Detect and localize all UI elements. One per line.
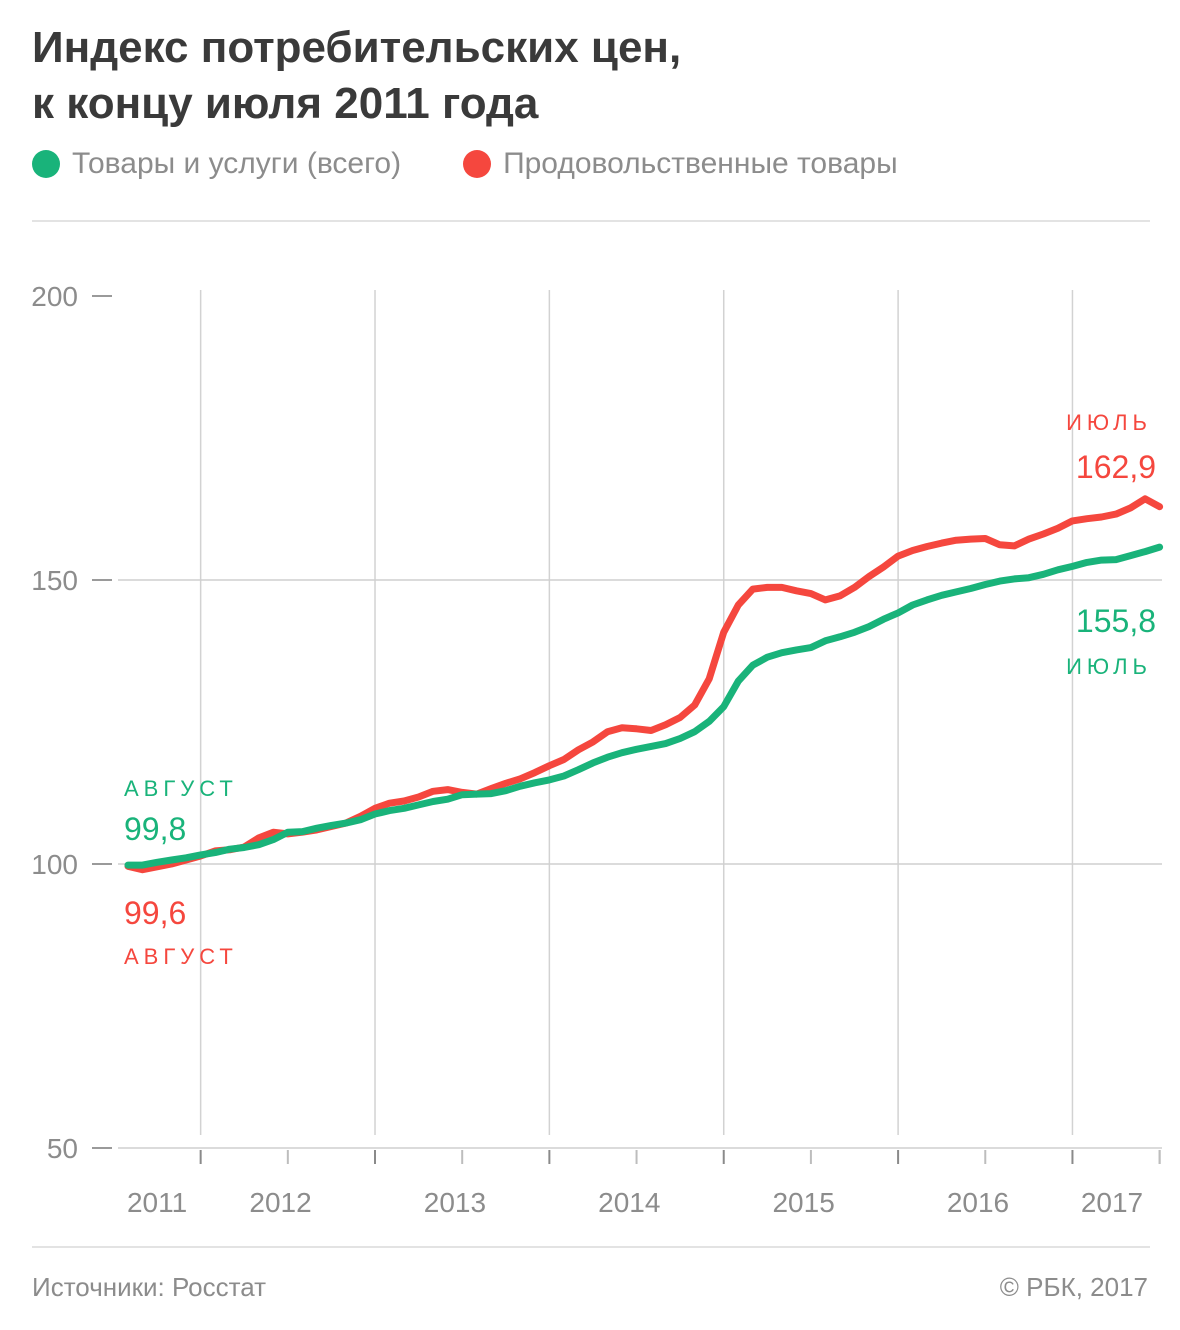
y-tick-label-200: 200 bbox=[31, 281, 78, 312]
top-divider bbox=[32, 220, 1150, 222]
series-line-food bbox=[124, 495, 1164, 874]
legend-item-total: Товары и услуги (всего) bbox=[32, 147, 401, 181]
legend-label-food: Продовольственные товары bbox=[503, 147, 898, 180]
annotation-total-start-value: 99,8 bbox=[124, 811, 186, 847]
annotation-food-start-value: 99,6 bbox=[124, 895, 186, 931]
legend-label-total: Товары и услуги (всего) bbox=[72, 147, 402, 180]
x-tick-label-2014: 2014 bbox=[598, 1187, 660, 1218]
y-tick-label-100: 100 bbox=[31, 849, 78, 880]
copyright: © РБК, 2017 bbox=[999, 1272, 1148, 1302]
annotation-food-end-month: ИЮЛЬ bbox=[1066, 410, 1152, 435]
title-line-1: Индекс потребительских цен, bbox=[32, 23, 682, 72]
x-tick-label-2016: 2016 bbox=[947, 1187, 1009, 1218]
legend-dot-total bbox=[32, 150, 60, 178]
source-note: Источники: Росстат bbox=[32, 1272, 267, 1302]
annotation-food-end-value: 162,9 bbox=[1076, 449, 1156, 485]
x-tick-label-2015: 2015 bbox=[772, 1187, 834, 1218]
chart-title: Индекс потребительских цен, к концу июля… bbox=[32, 20, 1132, 132]
annotation-total-start-month: АВГУСТ bbox=[124, 776, 238, 801]
legend: Товары и услуги (всего) Продовольственны… bbox=[32, 144, 960, 184]
line-chart: 200 150 100 50 2011 2012 2013 2014 2015 2016 2017 А… bbox=[31, 281, 1164, 1218]
x-tick-label-2012: 2012 bbox=[249, 1187, 311, 1218]
y-tick-label-150: 150 bbox=[31, 565, 78, 596]
annotation-total-end-month: ИЮЛЬ bbox=[1066, 654, 1152, 679]
bottom-divider bbox=[32, 1246, 1150, 1248]
legend-item-food: Продовольственные товары bbox=[463, 147, 898, 181]
annotation-food-start-month: АВГУСТ bbox=[124, 944, 238, 969]
series-line-total bbox=[124, 543, 1164, 869]
title-line-2: к концу июля 2011 года bbox=[32, 79, 539, 128]
legend-dot-food bbox=[463, 150, 492, 178]
annotation-total-end-value: 155,8 bbox=[1076, 603, 1156, 639]
x-tick-label-2017: 2017 bbox=[1081, 1187, 1143, 1218]
x-tick-label-2013: 2013 bbox=[424, 1187, 486, 1218]
y-tick-label-50: 50 bbox=[47, 1133, 78, 1164]
x-tick-label-2011: 2011 bbox=[127, 1187, 187, 1218]
